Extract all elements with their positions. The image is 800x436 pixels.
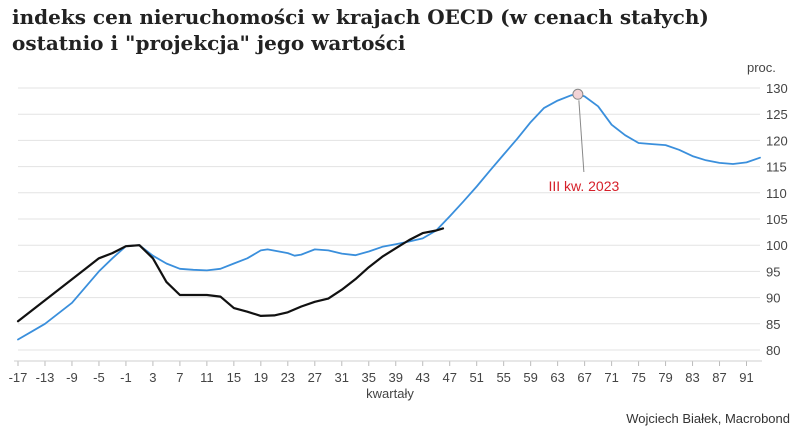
y-tick-label: 115 (766, 160, 787, 175)
x-tick-label: -9 (66, 370, 78, 385)
x-tick-label: 3 (149, 370, 156, 385)
y-tick-label: 100 (766, 238, 788, 253)
x-tick-label: 23 (281, 370, 295, 385)
y-tick-label: 85 (766, 317, 780, 332)
annotation-marker (572, 88, 584, 100)
source-credit: Wojciech Białek, Macrobond (626, 411, 790, 426)
y-tick-label: 120 (766, 133, 788, 148)
x-tick-label: -1 (120, 370, 132, 385)
x-tick-label: -5 (93, 370, 105, 385)
x-tick-label: 67 (577, 370, 591, 385)
x-tick-label: 35 (362, 370, 376, 385)
annotation-group: III kw. 2023 (548, 88, 619, 194)
x-tick-label: 39 (389, 370, 403, 385)
y-tick-label: 105 (766, 212, 788, 227)
x-tick-label: 87 (712, 370, 726, 385)
y-tick-label: 130 (766, 81, 788, 96)
chart-title-line-1: indeks cen nieruchomości w krajach OECD … (12, 5, 709, 29)
x-tick-label: 83 (685, 370, 699, 385)
x-tick-label: 15 (227, 370, 241, 385)
y-tick-label: 95 (766, 264, 780, 279)
x-tick-label: 75 (631, 370, 645, 385)
x-tick-label: 31 (335, 370, 349, 385)
chart-title: indeks cen nieruchomości w krajach OECD … (12, 4, 709, 56)
x-tick-label: 11 (200, 370, 214, 385)
x-tick-label: 71 (604, 370, 618, 385)
x-tick-label: 79 (658, 370, 672, 385)
x-tick-label: 19 (254, 370, 268, 385)
x-tick-label: 55 (496, 370, 510, 385)
y-tick-label: 80 (766, 343, 780, 358)
gridlines (18, 87, 760, 351)
x-tick-label: 59 (523, 370, 537, 385)
y-tick-label: 90 (766, 291, 780, 306)
x-tick-label: 47 (442, 370, 456, 385)
x-tick-label: -17 (9, 370, 28, 385)
y-tick-label: 125 (766, 107, 788, 122)
x-tick-label: 7 (176, 370, 183, 385)
chart-title-line-2: ostatnio i "projekcja" jego wartości (12, 31, 406, 55)
x-tick-label: 91 (739, 370, 753, 385)
x-tick-label: 27 (308, 370, 322, 385)
y-axis-unit-label: proc. (747, 60, 776, 75)
y-axis-ticks: 80 85 90 95 100 105 110 115 120 125 130 (766, 81, 788, 358)
x-tick-label: 51 (469, 370, 483, 385)
blue-series-line (17, 93, 761, 341)
x-tick-label: 63 (550, 370, 564, 385)
annotation-label: III kw. 2023 (548, 178, 619, 194)
x-tick-label: -13 (36, 370, 55, 385)
x-tick-label: 43 (415, 370, 429, 385)
annotation-leader-line (578, 100, 585, 173)
series-group (16, 93, 761, 341)
black-series-line (16, 227, 445, 323)
x-axis-ticks: -17 -13 -9 -5 -1 3 7 11 15 19 23 27 31 35 39 43 47 51 55 59… (9, 361, 754, 385)
x-axis-label: kwartały (366, 386, 414, 401)
y-tick-label: 110 (766, 186, 787, 201)
